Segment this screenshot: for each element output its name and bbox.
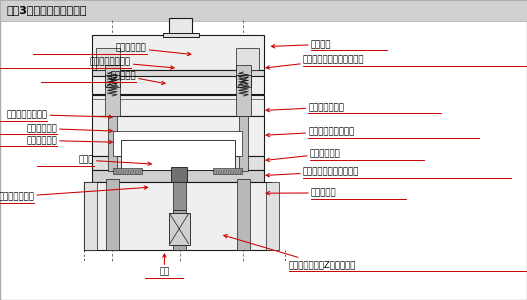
Bar (113, 168, 142, 174)
Bar (84, 182, 97, 250)
Bar (169, 18, 192, 34)
Bar (236, 48, 259, 70)
Bar (92, 94, 264, 116)
Bar (96, 48, 120, 70)
Text: バンチプレート: バンチプレート (266, 103, 344, 112)
Text: ノックアウト（Z曲げダイ）: ノックアウト（Z曲げダイ） (224, 235, 356, 269)
Bar (171, 167, 187, 182)
Text: スクリュープラグ: スクリュープラグ (90, 58, 174, 69)
Text: 製品: 製品 (159, 254, 170, 276)
Bar (121, 140, 235, 169)
Text: ダイホルダ: ダイホルダ (266, 188, 337, 197)
Text: ガイドポスト: ガイドポスト (26, 136, 112, 145)
Bar (92, 34, 264, 70)
Bar (113, 130, 242, 156)
Text: ダイプレート: ダイプレート (266, 149, 340, 162)
Bar (108, 116, 117, 171)
Bar (236, 64, 251, 116)
Text: ストリッパプレート: ストリッパプレート (266, 127, 355, 137)
Bar (236, 75, 251, 87)
Bar (237, 179, 250, 250)
Bar (92, 76, 264, 94)
Text: ダイバッキングプレート: ダイバッキングプレート (266, 167, 359, 177)
Bar (0, 0, 527, 21)
Text: ガイドブシュ: ガイドブシュ (26, 124, 112, 133)
Text: バンチバッキングプレート: バンチバッキングプレート (266, 56, 365, 69)
Text: ネスト: ネスト (79, 156, 151, 166)
Text: 切り曲げパンチ: 切り曲げパンチ (0, 186, 148, 201)
Bar (92, 116, 264, 156)
Bar (92, 169, 264, 181)
Text: スプリング: スプリング (110, 71, 165, 85)
Bar (92, 70, 264, 76)
Bar (169, 213, 190, 244)
Text: バンチホルダ: バンチホルダ (116, 44, 191, 56)
Bar (266, 182, 279, 250)
Bar (173, 182, 186, 210)
Bar (105, 75, 120, 87)
Bar (84, 182, 271, 250)
Bar (105, 64, 120, 116)
Bar (239, 116, 248, 171)
Text: シャンク: シャンク (271, 40, 331, 49)
Bar (163, 33, 199, 37)
Text: 【図3】切り曲げ型の構造: 【図3】切り曲げ型の構造 (6, 5, 87, 16)
Text: ストリッパボルト: ストリッパボルト (6, 110, 112, 119)
Bar (106, 179, 119, 250)
Bar (213, 168, 242, 174)
Bar (92, 156, 264, 169)
Bar (173, 210, 186, 250)
